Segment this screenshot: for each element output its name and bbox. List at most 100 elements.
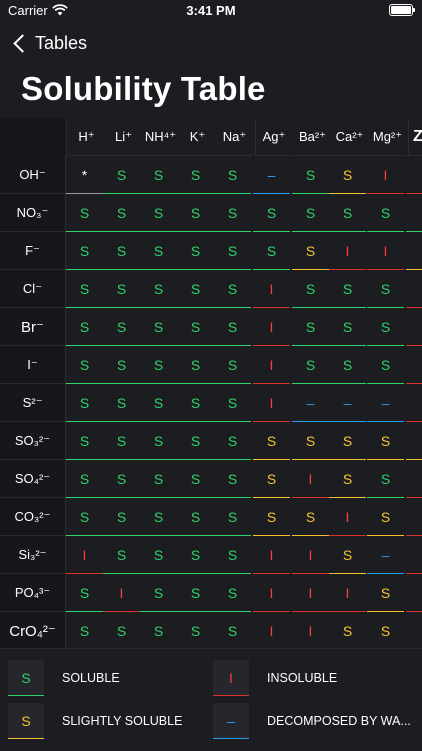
- solubility-cell[interactable]: S: [367, 612, 404, 648]
- solubility-cell[interactable]: S: [329, 422, 366, 460]
- solubility-cell[interactable]: S: [177, 156, 214, 194]
- solubility-cell[interactable]: S: [177, 460, 214, 498]
- solubility-cell[interactable]: S: [329, 270, 366, 308]
- solubility-cell[interactable]: S: [367, 194, 404, 232]
- solubility-cell[interactable]: S: [214, 308, 251, 346]
- solubility-cell[interactable]: I: [66, 536, 103, 574]
- solubility-cell[interactable]: S: [292, 156, 329, 194]
- solubility-cell[interactable]: S: [329, 308, 366, 346]
- solubility-cell[interactable]: S: [103, 194, 140, 232]
- solubility-cell[interactable]: S: [367, 308, 404, 346]
- solubility-cell[interactable]: S: [367, 346, 404, 384]
- solubility-cell[interactable]: I: [253, 574, 290, 612]
- solubility-cell[interactable]: S: [140, 422, 177, 460]
- solubility-cell[interactable]: S: [253, 194, 290, 232]
- solubility-cell[interactable]: S: [292, 270, 329, 308]
- solubility-cell[interactable]: S: [214, 156, 251, 194]
- solubility-cell[interactable]: [406, 498, 422, 536]
- solubility-cell[interactable]: S: [367, 460, 404, 498]
- solubility-cell[interactable]: –: [292, 384, 329, 422]
- solubility-cell[interactable]: S: [177, 194, 214, 232]
- solubility-cell[interactable]: [406, 612, 422, 648]
- solubility-cell[interactable]: S: [329, 536, 366, 574]
- solubility-cell[interactable]: [406, 156, 422, 194]
- solubility-cell[interactable]: S: [253, 422, 290, 460]
- solubility-cell[interactable]: S: [103, 346, 140, 384]
- solubility-cell[interactable]: S: [367, 498, 404, 536]
- solubility-cell[interactable]: I: [292, 574, 329, 612]
- solubility-cell[interactable]: S: [253, 460, 290, 498]
- solubility-cell[interactable]: S: [177, 498, 214, 536]
- solubility-cell[interactable]: S: [140, 194, 177, 232]
- solubility-cell[interactable]: S: [214, 536, 251, 574]
- solubility-cell[interactable]: S: [177, 308, 214, 346]
- solubility-cell[interactable]: S: [140, 270, 177, 308]
- solubility-cell[interactable]: S: [177, 346, 214, 384]
- solubility-cell[interactable]: S: [103, 384, 140, 422]
- solubility-cell[interactable]: S: [66, 384, 103, 422]
- solubility-cell[interactable]: [406, 422, 422, 460]
- solubility-cell[interactable]: [406, 346, 422, 384]
- solubility-cell[interactable]: S: [66, 612, 103, 648]
- solubility-cell[interactable]: S: [66, 232, 103, 270]
- solubility-cell[interactable]: S: [66, 270, 103, 308]
- solubility-cell[interactable]: S: [140, 384, 177, 422]
- solubility-cell[interactable]: S: [177, 232, 214, 270]
- solubility-cell[interactable]: S: [103, 498, 140, 536]
- solubility-cell[interactable]: I: [253, 536, 290, 574]
- solubility-cell[interactable]: S: [367, 422, 404, 460]
- solubility-cell[interactable]: I: [367, 232, 404, 270]
- solubility-cell[interactable]: S: [329, 460, 366, 498]
- solubility-cell[interactable]: S: [66, 498, 103, 536]
- solubility-cell[interactable]: S: [140, 498, 177, 536]
- solubility-cell[interactable]: S: [103, 460, 140, 498]
- solubility-cell[interactable]: I: [329, 574, 366, 612]
- solubility-cell[interactable]: S: [140, 232, 177, 270]
- solubility-cell[interactable]: S: [177, 384, 214, 422]
- solubility-cell[interactable]: I: [292, 612, 329, 648]
- solubility-cell[interactable]: [406, 574, 422, 612]
- solubility-cell[interactable]: I: [329, 498, 366, 536]
- solubility-cell[interactable]: [406, 194, 422, 232]
- solubility-cell[interactable]: I: [292, 460, 329, 498]
- solubility-cell[interactable]: *: [66, 156, 103, 194]
- solubility-cell[interactable]: S: [292, 232, 329, 270]
- solubility-cell[interactable]: S: [177, 422, 214, 460]
- solubility-cell[interactable]: S: [214, 612, 251, 648]
- solubility-cell[interactable]: S: [103, 232, 140, 270]
- solubility-cell[interactable]: S: [214, 460, 251, 498]
- solubility-cell[interactable]: S: [103, 308, 140, 346]
- solubility-cell[interactable]: [406, 232, 422, 270]
- solubility-cell[interactable]: I: [253, 612, 290, 648]
- solubility-cell[interactable]: S: [66, 460, 103, 498]
- solubility-cell[interactable]: I: [329, 232, 366, 270]
- solubility-cell[interactable]: S: [140, 460, 177, 498]
- solubility-cell[interactable]: S: [103, 612, 140, 648]
- solubility-cell[interactable]: S: [103, 270, 140, 308]
- solubility-cell[interactable]: S: [367, 574, 404, 612]
- solubility-cell[interactable]: S: [140, 574, 177, 612]
- solubility-cell[interactable]: S: [253, 232, 290, 270]
- solubility-cell[interactable]: S: [292, 194, 329, 232]
- solubility-cell[interactable]: S: [140, 612, 177, 648]
- solubility-cell[interactable]: –: [329, 384, 366, 422]
- solubility-cell[interactable]: –: [367, 536, 404, 574]
- solubility-cell[interactable]: S: [292, 308, 329, 346]
- solubility-cell[interactable]: S: [214, 574, 251, 612]
- solubility-cell[interactable]: S: [214, 384, 251, 422]
- solubility-cell[interactable]: S: [66, 194, 103, 232]
- solubility-cell[interactable]: I: [103, 574, 140, 612]
- solubility-cell[interactable]: S: [103, 536, 140, 574]
- solubility-cell[interactable]: I: [253, 308, 290, 346]
- solubility-cell[interactable]: I: [253, 346, 290, 384]
- solubility-cell[interactable]: S: [292, 498, 329, 536]
- solubility-cell[interactable]: S: [329, 194, 366, 232]
- solubility-cell[interactable]: S: [177, 536, 214, 574]
- solubility-cell[interactable]: S: [140, 536, 177, 574]
- solubility-cell[interactable]: S: [140, 156, 177, 194]
- solubility-cell[interactable]: S: [329, 612, 366, 648]
- solubility-cell[interactable]: [406, 270, 422, 308]
- solubility-cell[interactable]: S: [214, 498, 251, 536]
- solubility-cell[interactable]: S: [66, 308, 103, 346]
- solubility-cell[interactable]: [406, 536, 422, 574]
